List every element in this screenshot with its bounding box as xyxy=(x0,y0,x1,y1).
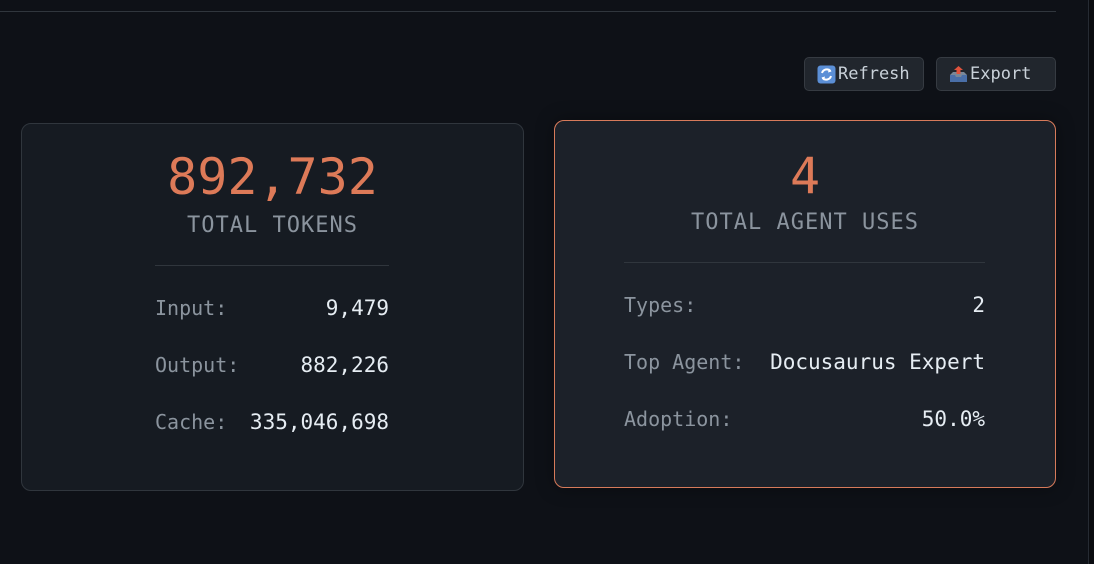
card-divider xyxy=(624,262,985,263)
adoption-value: 50.0% xyxy=(921,407,985,431)
output-label: Output: xyxy=(155,353,240,377)
total-agent-uses-value: 4 xyxy=(789,147,821,205)
adoption-label: Adoption: xyxy=(624,407,733,431)
output-value: 882,226 xyxy=(300,353,389,377)
total-tokens-value: 892,732 xyxy=(167,148,378,206)
total-tokens-label: TOTAL TOKENS xyxy=(187,213,358,238)
window-edge xyxy=(1088,0,1094,564)
refresh-icon xyxy=(817,65,836,84)
export-button-label: Export xyxy=(970,64,1032,84)
total-tokens-card: 892,732 TOTAL TOKENS Input: 9,479 Output… xyxy=(21,123,524,491)
top-agent-value: Docusaurus Expert xyxy=(770,350,985,374)
input-label: Input: xyxy=(155,296,228,320)
cache-label: Cache: xyxy=(155,410,228,434)
types-label: Types: xyxy=(624,293,697,317)
card-divider xyxy=(155,265,389,266)
stat-row-top-agent: Top Agent: Docusaurus Expert xyxy=(624,350,985,374)
toolbar: Refresh Export xyxy=(804,57,1056,91)
stat-row-output: Output: 882,226 xyxy=(155,353,389,377)
cache-value: 335,046,698 xyxy=(249,410,389,434)
refresh-button-label: Refresh xyxy=(838,64,910,84)
top-divider xyxy=(0,11,1056,12)
refresh-button[interactable]: Refresh xyxy=(804,57,924,91)
input-value: 9,479 xyxy=(325,296,389,320)
total-agent-uses-card: 4 TOTAL AGENT USES Types: 2 Top Agent: D… xyxy=(554,120,1056,488)
total-agent-uses-label: TOTAL AGENT USES xyxy=(691,210,919,235)
stat-row-types: Types: 2 xyxy=(624,293,985,317)
top-agent-label: Top Agent: xyxy=(624,350,745,374)
stat-row-cache: Cache: 335,046,698 xyxy=(155,410,389,434)
stat-row-input: Input: 9,479 xyxy=(155,296,389,320)
types-value: 2 xyxy=(972,293,985,317)
outbox-tray-icon xyxy=(949,65,968,84)
stat-row-adoption: Adoption: 50.0% xyxy=(624,407,985,431)
export-button[interactable]: Export xyxy=(936,57,1056,91)
